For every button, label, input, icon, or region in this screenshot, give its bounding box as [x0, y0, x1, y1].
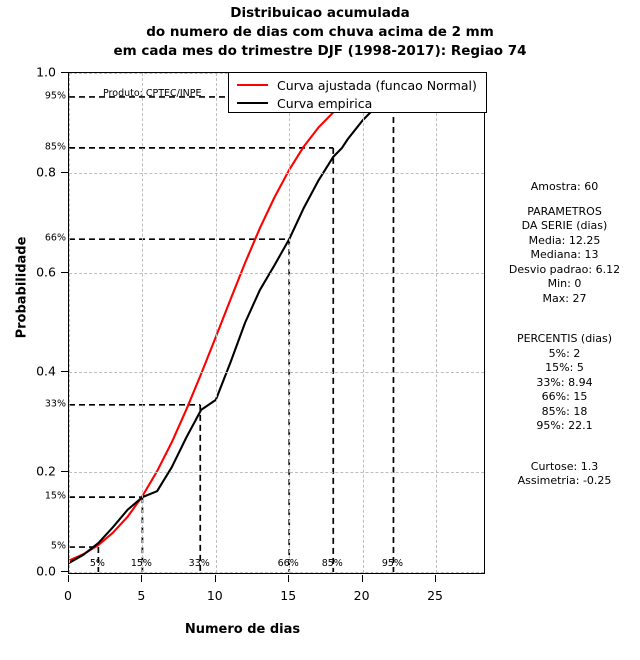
- x-gridline: [362, 73, 364, 573]
- y-gridline: [69, 572, 484, 573]
- stat-p15: 15%: 5: [545, 361, 584, 374]
- stat-curtose: Curtose: 1.3: [530, 459, 599, 473]
- y-gridline: [69, 172, 484, 174]
- statistics-panel: Amostra: 60 PARAMETROS DA SERIE (dias) M…: [489, 180, 640, 489]
- y-tick-mark: [61, 171, 68, 173]
- x-percentile-label: 66%: [277, 558, 299, 569]
- stat-amostra: Amostra: 60: [530, 180, 599, 193]
- y-tick-mark: [61, 72, 68, 73]
- stat-p66: 66%: 15: [541, 390, 588, 403]
- stat-parametros-header-1: PARAMETROS: [527, 204, 602, 218]
- legend-swatch-fitted: [237, 84, 268, 86]
- y-gridline: [69, 272, 484, 274]
- legend-swatch-empirical: [237, 102, 268, 104]
- x-gridline: [215, 73, 217, 573]
- legend-label-empirical: Curva empirica: [277, 95, 373, 111]
- title-line-1: Distribuicao acumulada: [230, 5, 410, 21]
- x-gridline: [69, 73, 70, 573]
- x-tick-label: 20: [353, 588, 370, 603]
- title-line-2: do numero de dias com chuva acima de 2 m…: [146, 24, 494, 40]
- x-tick-mark: [435, 575, 437, 582]
- plot-area: [68, 72, 485, 574]
- x-percentile-label: 15%: [130, 558, 152, 569]
- stat-parametros-header-2: DA SERIE (dias): [521, 219, 608, 232]
- x-tick-label: 10: [206, 588, 223, 603]
- x-percentile-label: 5%: [89, 558, 105, 569]
- stat-desvio-padrao: Desvio padrao: 6.12: [508, 262, 621, 276]
- curves-svg: [69, 73, 467, 572]
- x-tick-label: 15: [280, 588, 297, 603]
- y-tick-label: 0.6: [36, 264, 56, 280]
- y-tick-mark: [61, 471, 68, 473]
- series-line: [69, 73, 467, 562]
- x-tick-mark: [141, 575, 143, 582]
- y-gridline: [69, 372, 484, 374]
- x-gridline: [289, 73, 291, 573]
- chart-title: Distribuicao acumulada do numero de dias…: [0, 4, 640, 61]
- y-tick-mark: [61, 571, 68, 572]
- y-tick-mark: [61, 271, 68, 273]
- producer-credit: Produto: CPTEC/INPE: [103, 88, 202, 99]
- x-tick-mark: [361, 575, 363, 582]
- x-axis-title: Numero de dias: [184, 622, 301, 637]
- series-line: [69, 73, 467, 565]
- y-tick-label: 1.0: [36, 64, 56, 80]
- y-tick-label: 0.0: [36, 563, 56, 579]
- y-axis-title: Probabilidade: [14, 236, 30, 339]
- title-line-3: em cada mes do trimestre DJF (1998-2017)…: [113, 43, 527, 59]
- y-percentile-label: 33%: [44, 398, 66, 410]
- stat-min: Min: 0: [547, 277, 582, 290]
- y-tick-label: 0.2: [36, 463, 56, 479]
- x-percentile-label: 33%: [188, 558, 210, 569]
- stat-media: Media: 12.25: [528, 233, 601, 247]
- y-tick-label: 0.8: [36, 164, 56, 180]
- x-tick-mark: [288, 575, 290, 582]
- x-gridline: [436, 73, 438, 573]
- stat-assimetria: Assimetria: -0.25: [517, 474, 612, 487]
- y-percentile-label: 5%: [50, 540, 66, 552]
- x-tick-mark: [68, 575, 69, 582]
- y-percentile-label: 85%: [44, 141, 66, 153]
- y-percentile-label: 66%: [44, 232, 66, 244]
- stat-percentis-header: PERCENTIS (dias): [516, 332, 613, 345]
- x-percentile-label: 95%: [381, 558, 403, 569]
- y-tick-mark: [61, 371, 68, 373]
- x-tick-label: 25: [427, 588, 443, 603]
- stat-p33: 33%: 8.94: [536, 375, 593, 389]
- x-gridline: [142, 73, 144, 573]
- stat-p5: 5%: 2: [548, 346, 581, 360]
- y-percentile-label: 95%: [44, 90, 66, 102]
- x-percentile-label: 85%: [321, 558, 343, 569]
- stat-max: Max: 27: [542, 291, 587, 305]
- stat-mediana: Mediana: 13: [530, 248, 599, 261]
- legend-item-fitted: Curva ajustada (funcao Normal): [237, 76, 477, 94]
- stat-p95: 95%: 22.1: [536, 419, 593, 432]
- legend: Curva ajustada (funcao Normal) Curva emp…: [228, 72, 487, 113]
- y-tick-label: 0.4: [36, 363, 56, 379]
- legend-item-empirical: Curva empirica: [237, 94, 372, 112]
- y-gridline: [69, 472, 484, 474]
- x-tick-mark: [214, 575, 216, 582]
- x-tick-label: 0: [64, 588, 72, 603]
- stat-p85: 85%: 18: [541, 404, 588, 418]
- x-tick-label: 5: [137, 588, 146, 603]
- legend-label-fitted: Curva ajustada (funcao Normal): [277, 77, 477, 93]
- y-percentile-label: 15%: [44, 490, 66, 502]
